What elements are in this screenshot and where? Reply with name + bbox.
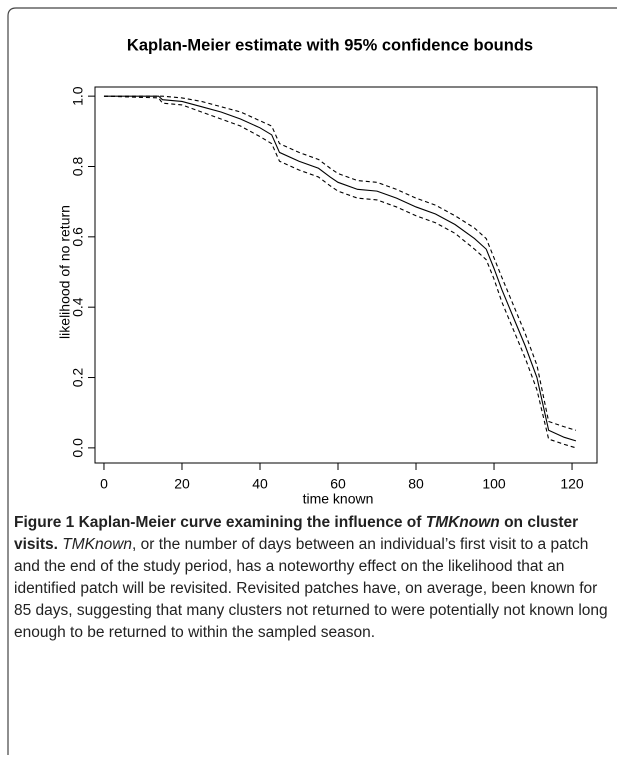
series-line [103,95,577,442]
series-line [103,95,577,431]
caption-body-em: TMKnown [62,536,133,553]
frame [7,7,617,755]
x-tick-label: 80 [408,476,424,492]
chart-title: Kaplan-Meier estimate with 95% confidenc… [127,36,533,54]
y-tick-label: 0.4 [70,297,86,317]
caption-title-em: TMKnown [425,514,500,531]
y-tick-label: 0.8 [70,157,86,177]
y-tick-label: 0.6 [70,227,86,247]
x-tick-label: 120 [560,476,584,492]
caption-label: Figure 1 [14,514,75,531]
caption-title: Kaplan-Meier curve examining the influen… [78,514,422,531]
x-axis-label: time known [303,491,374,507]
y-tick-label: 0.0 [70,438,86,458]
y-tick-label: 1.0 [70,86,86,106]
y-axis-label: likelihood of no return [57,205,73,339]
y-tick-label: 0.2 [70,368,86,388]
caption-body: , or the number of days between an indiv… [14,536,608,641]
caption: Figure 1 Kaplan-Meier curve examining th… [14,512,614,644]
x-tick-label: 60 [330,476,346,492]
caption-title: on cluster visits. [14,514,579,553]
x-tick-label: 100 [482,476,506,492]
x-tick-label: 20 [174,476,190,492]
series-line [103,95,577,449]
x-tick-label: 0 [100,476,108,492]
x-tick-label: 40 [252,476,268,492]
plot-box [94,86,598,464]
